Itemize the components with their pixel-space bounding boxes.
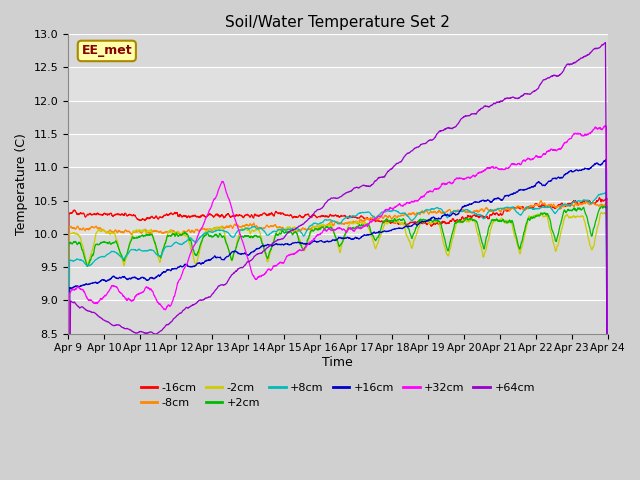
+32cm xyxy=(214,187,222,192)
-8cm xyxy=(214,225,222,230)
-2cm xyxy=(495,218,502,224)
+2cm xyxy=(495,218,502,224)
Bar xyxy=(68,167,608,201)
-16cm xyxy=(604,459,612,465)
+8cm xyxy=(353,212,361,217)
Bar xyxy=(68,201,608,234)
+2cm xyxy=(604,435,612,441)
+2cm xyxy=(571,206,579,212)
-8cm xyxy=(556,206,564,212)
-2cm xyxy=(365,226,373,232)
+8cm xyxy=(571,199,579,204)
-2cm xyxy=(556,234,564,240)
+32cm xyxy=(365,221,373,227)
+8cm xyxy=(602,190,609,196)
+16cm xyxy=(214,255,222,261)
-16cm xyxy=(365,217,373,223)
+2cm xyxy=(556,223,564,228)
+64cm xyxy=(365,183,373,189)
Line: -2cm: -2cm xyxy=(68,213,608,480)
Line: +16cm: +16cm xyxy=(68,160,608,480)
Legend: -16cm, -8cm, -2cm, +2cm, +8cm, +16cm, +32cm, +64cm: -16cm, -8cm, -2cm, +2cm, +8cm, +16cm, +3… xyxy=(136,378,540,413)
Y-axis label: Temperature (C): Temperature (C) xyxy=(15,133,28,235)
+2cm xyxy=(214,234,222,240)
+32cm xyxy=(495,166,502,172)
-8cm xyxy=(353,219,361,225)
Bar xyxy=(68,134,608,167)
+16cm xyxy=(556,175,564,181)
-8cm xyxy=(365,216,373,222)
Text: EE_met: EE_met xyxy=(81,45,132,58)
Bar xyxy=(68,300,608,334)
Title: Soil/Water Temperature Set 2: Soil/Water Temperature Set 2 xyxy=(225,15,451,30)
+64cm xyxy=(571,60,579,65)
+16cm xyxy=(602,157,610,163)
-16cm xyxy=(556,202,564,208)
-2cm xyxy=(597,210,605,216)
Line: -8cm: -8cm xyxy=(68,201,608,480)
Line: +64cm: +64cm xyxy=(68,43,608,480)
X-axis label: Time: Time xyxy=(323,356,353,369)
-2cm xyxy=(214,226,222,232)
Bar xyxy=(68,34,608,67)
Bar xyxy=(68,234,608,267)
+64cm xyxy=(604,425,612,431)
-2cm xyxy=(604,440,612,446)
+64cm xyxy=(602,40,609,46)
+16cm xyxy=(571,168,579,174)
+32cm xyxy=(556,146,564,152)
-16cm xyxy=(353,215,361,221)
Line: +32cm: +32cm xyxy=(68,126,608,480)
+16cm xyxy=(495,195,502,201)
+2cm xyxy=(353,224,361,229)
+32cm xyxy=(604,446,612,452)
+64cm xyxy=(495,99,502,105)
-16cm xyxy=(214,212,222,218)
+64cm xyxy=(214,283,222,289)
Line: +2cm: +2cm xyxy=(68,206,608,480)
+2cm xyxy=(365,222,373,228)
+32cm xyxy=(571,131,579,137)
-16cm xyxy=(571,200,579,205)
+8cm xyxy=(495,206,502,212)
-8cm xyxy=(572,201,579,207)
Bar xyxy=(68,267,608,300)
+64cm xyxy=(353,185,361,191)
+16cm xyxy=(365,232,373,238)
+16cm xyxy=(353,235,361,241)
Bar xyxy=(68,67,608,101)
-16cm xyxy=(495,213,502,218)
+8cm xyxy=(365,209,373,215)
-2cm xyxy=(571,214,579,219)
-16cm xyxy=(596,195,604,201)
+2cm xyxy=(598,204,606,209)
+8cm xyxy=(556,205,564,211)
+64cm xyxy=(556,72,564,77)
-8cm xyxy=(538,198,545,204)
Bar xyxy=(68,101,608,134)
+8cm xyxy=(214,228,222,233)
-8cm xyxy=(495,206,502,212)
-8cm xyxy=(604,463,612,469)
Line: +8cm: +8cm xyxy=(68,193,608,480)
+32cm xyxy=(353,225,361,230)
+32cm xyxy=(601,123,609,129)
Line: -16cm: -16cm xyxy=(68,198,608,480)
-2cm xyxy=(353,219,361,225)
